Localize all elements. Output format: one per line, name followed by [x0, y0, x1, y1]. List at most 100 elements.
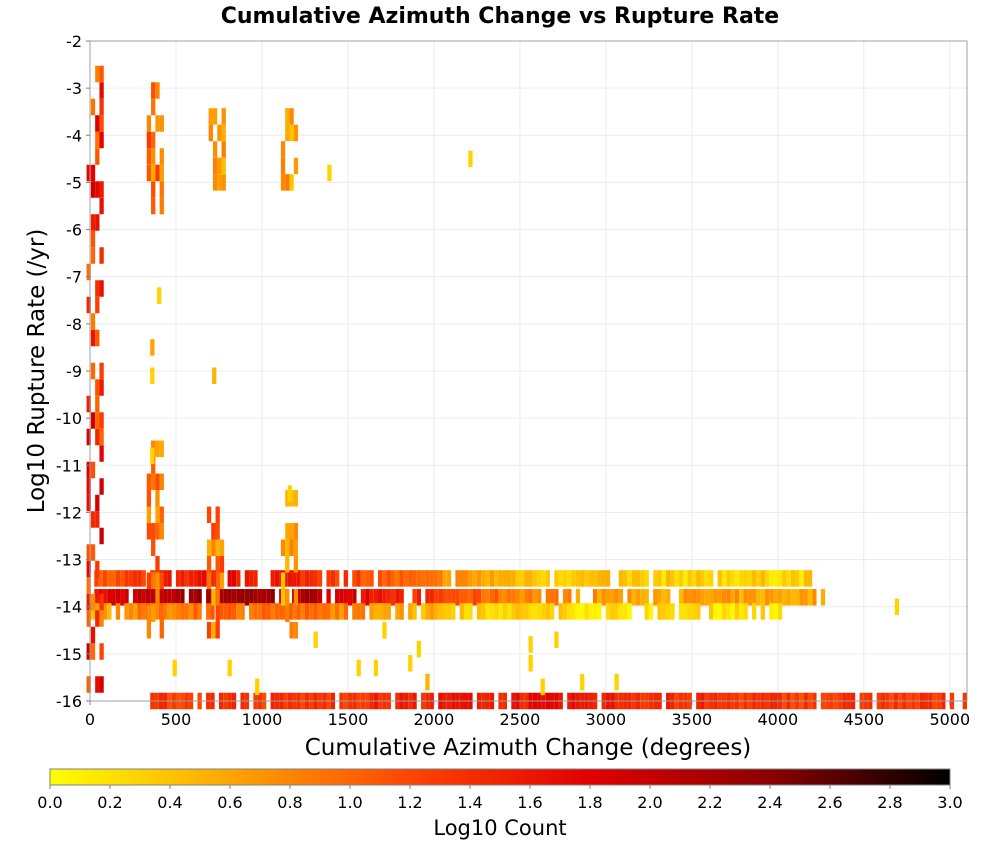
heatmap-cell: [592, 603, 598, 620]
heatmap-cell: [661, 589, 667, 606]
heatmap-cell: [343, 589, 348, 606]
heatmap-cell: [661, 570, 667, 587]
heatmap-cell: [95, 115, 100, 132]
heatmap-cell: [151, 197, 156, 215]
heatmap-cell: [231, 603, 237, 620]
heatmap-cell: [90, 461, 96, 479]
heatmap-cell: [747, 570, 753, 587]
y-tick-label: -15: [56, 645, 82, 664]
heatmap-cell: [172, 659, 177, 677]
heatmap-cell: [159, 605, 164, 623]
heatmap-cell: [584, 570, 589, 587]
heatmap-cell: [743, 589, 748, 606]
heatmap-cell: [644, 603, 649, 620]
heatmap-cell: [86, 560, 91, 578]
y-tick-label: -14: [56, 598, 82, 617]
heatmap-cell: [567, 589, 572, 606]
heatmap-cell: [799, 589, 804, 606]
heatmap-cell: [151, 572, 156, 590]
heatmap-cell: [498, 589, 503, 606]
heatmap-cell: [221, 124, 226, 142]
heatmap-cell: [734, 570, 740, 587]
y-tick-label: -4: [66, 126, 82, 145]
heatmap-cell: [292, 570, 297, 587]
heatmap-cell: [575, 570, 581, 587]
heatmap-cell: [293, 490, 299, 507]
heatmap-cell: [309, 589, 314, 606]
heatmap-cell: [90, 643, 96, 660]
heatmap-cell: [219, 572, 225, 590]
heatmap-cell: [107, 589, 112, 606]
colorbar-tick-label: 0.0: [37, 793, 62, 812]
heatmap-cell: [120, 570, 125, 587]
heatmap-cell: [378, 570, 383, 587]
heatmap-cell: [674, 570, 679, 587]
heatmap-cell: [713, 589, 718, 606]
heatmap-cell: [756, 589, 761, 606]
heatmap-cell: [293, 157, 299, 175]
heatmap-cell: [416, 570, 422, 587]
heatmap-cell: [146, 148, 152, 165]
colorbar-tick-label: 0.2: [97, 793, 122, 812]
x-tick-label: 3500: [672, 710, 713, 729]
heatmap-cell: [90, 511, 96, 528]
y-tick-label: -10: [56, 409, 82, 428]
heatmap-cell: [146, 473, 152, 491]
heatmap-cell: [86, 593, 91, 611]
heatmap-cell: [433, 589, 439, 606]
heatmap-cell: [399, 603, 404, 620]
heatmap-cell: [163, 589, 168, 606]
heatmap-cell: [158, 589, 164, 606]
heatmap-cell: [592, 570, 598, 587]
heatmap-cell: [532, 603, 538, 620]
heatmap-cell: [446, 603, 452, 620]
heatmap-cell: [739, 603, 744, 620]
heatmap-cell: [541, 603, 546, 620]
heatmap-cell: [102, 589, 108, 606]
heatmap-cell: [236, 589, 241, 606]
heatmap-cell: [614, 589, 619, 606]
heatmap-cell: [206, 603, 211, 620]
heatmap-cell: [764, 589, 770, 606]
heatmap-cell: [221, 141, 226, 158]
colorbar-tick-label: 1.8: [577, 793, 602, 812]
colorbar-tick-label: 2.8: [877, 793, 902, 812]
heatmap-cell: [752, 589, 757, 606]
heatmap-cell: [283, 570, 288, 587]
heatmap-cell: [549, 603, 555, 620]
heatmap-cell: [464, 589, 469, 606]
heatmap-cell: [137, 603, 142, 620]
heatmap-cell: [99, 65, 104, 83]
heatmap-cell: [261, 589, 267, 606]
heatmap-cell: [146, 164, 152, 182]
x-tick-label: 2000: [414, 710, 455, 729]
heatmap-cell: [99, 98, 104, 116]
heatmap-cell: [378, 603, 383, 620]
heatmap-cell: [293, 556, 299, 573]
heatmap-cell: [86, 296, 91, 314]
heatmap-cell: [502, 589, 508, 606]
heatmap-cell: [137, 570, 142, 587]
heatmap-cell: [468, 589, 473, 606]
heatmap-cell: [317, 570, 323, 587]
heatmap-cell: [442, 570, 447, 587]
heatmap-cell: [623, 570, 628, 587]
heatmap-cell: [657, 603, 662, 620]
heatmap-cell: [285, 124, 290, 142]
heatmap-cell: [605, 570, 611, 587]
heatmap-cell: [167, 589, 172, 606]
heatmap-cell: [99, 181, 104, 198]
heatmap-cell: [132, 570, 138, 587]
heatmap-cell: [369, 589, 374, 606]
heatmap-cell: [403, 570, 409, 587]
heatmap-cell: [335, 603, 340, 620]
heatmap-cell: [208, 108, 213, 125]
heatmap-cell: [807, 570, 813, 587]
heatmap-cell: [86, 577, 91, 594]
y-tick-label: -5: [66, 173, 82, 192]
heatmap-cell: [210, 603, 215, 620]
heatmap-cell: [777, 570, 783, 587]
heatmap-cell: [769, 589, 774, 606]
heatmap-cell: [180, 570, 185, 587]
heatmap-cell: [128, 603, 133, 620]
